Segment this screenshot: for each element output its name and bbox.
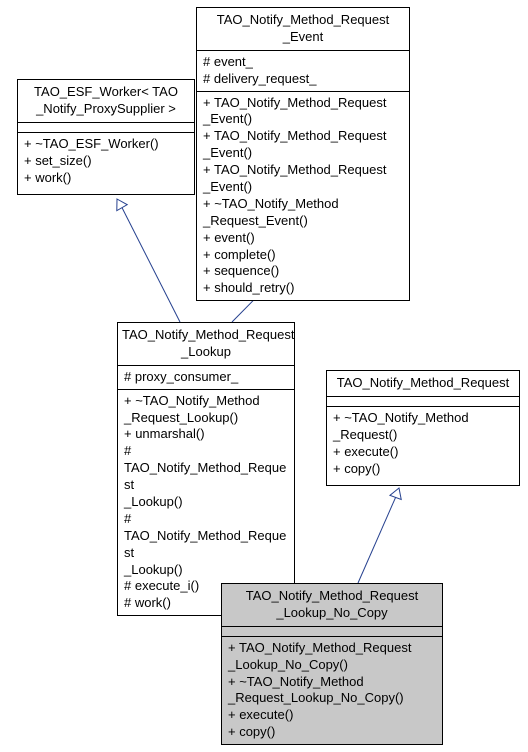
class-title: TAO_Notify_Method_Request — [327, 371, 519, 396]
inheritance-edge — [122, 208, 180, 322]
class-title: TAO_ESF_Worker< TAO_Notify_ProxySupplier… — [18, 80, 194, 122]
class-title-line: _Lookup_No_Copy — [226, 605, 438, 622]
class-attribute: # event_ — [203, 54, 403, 71]
class-title-line: _Lookup — [122, 344, 290, 361]
class-req_lookup: TAO_Notify_Method_Request_Lookup # proxy_… — [117, 322, 295, 616]
class-operation: # TAO_Notify_Method_Request _Lookup() — [124, 443, 288, 511]
class-title-line: TAO_Notify_Method_Request — [331, 375, 515, 392]
class-operation: + ~TAO_Notify_Method _Request_Lookup_No_… — [228, 674, 436, 708]
class-req_lookup_nocopy: TAO_Notify_Method_Request_Lookup_No_Copy… — [221, 583, 443, 745]
class-attribute: # delivery_request_ — [203, 71, 403, 88]
class-operation: + copy() — [333, 461, 513, 478]
inheritance-edge — [358, 497, 396, 583]
inheritance-arrowhead — [390, 488, 401, 499]
class-operation: + TAO_Notify_Method_Request _Event() — [203, 128, 403, 162]
class-operation: + ~TAO_Notify_Method _Request_Event() — [203, 196, 403, 230]
inheritance-arrowhead — [117, 199, 127, 211]
class-title-line: _Event — [201, 29, 405, 46]
class-operation: + execute() — [228, 707, 436, 724]
class-operation: + ~TAO_Notify_Method _Request() — [333, 410, 513, 444]
class-operation: + TAO_Notify_Method_Request _Lookup_No_C… — [228, 640, 436, 674]
class-title: TAO_Notify_Method_Request_Lookup_No_Copy — [222, 584, 442, 626]
uml-canvas: TAO_ESF_Worker< TAO_Notify_ProxySupplier… — [0, 0, 528, 752]
class-operation: + TAO_Notify_Method_Request _Event() — [203, 95, 403, 129]
class-title-line: TAO_ESF_Worker< TAO — [22, 84, 190, 101]
class-operation: + execute() — [333, 444, 513, 461]
class-operation: + event() — [203, 230, 403, 247]
class-operation: + ~TAO_Notify_Method _Request_Lookup() — [124, 393, 288, 427]
class-title-line: TAO_Notify_Method_Request — [226, 588, 438, 605]
class-operation: + ~TAO_ESF_Worker() — [24, 136, 188, 153]
class-operation: + should_retry() — [203, 280, 403, 297]
class-title-line: TAO_Notify_Method_Request — [122, 327, 290, 344]
class-title: TAO_Notify_Method_Request_Lookup — [118, 323, 294, 365]
class-operation: + TAO_Notify_Method_Request _Event() — [203, 162, 403, 196]
class-title-line: TAO_Notify_Method_Request — [201, 12, 405, 29]
class-attribute: # proxy_consumer_ — [124, 369, 288, 386]
class-req_base: TAO_Notify_Method_Request + ~TAO_Notify_M… — [326, 370, 520, 486]
class-operation: + sequence() — [203, 263, 403, 280]
class-operation: + work() — [24, 170, 188, 187]
class-esf_worker: TAO_ESF_Worker< TAO_Notify_ProxySupplier… — [17, 79, 195, 195]
class-operation: # TAO_Notify_Method_Request _Lookup() — [124, 511, 288, 579]
class-title: TAO_Notify_Method_Request_Event — [197, 8, 409, 50]
class-operation: + unmarshal() — [124, 426, 288, 443]
class-operation: + copy() — [228, 724, 436, 741]
class-req_event: TAO_Notify_Method_Request_Event # event_#… — [196, 7, 410, 301]
class-operation: + complete() — [203, 247, 403, 264]
class-operation: + set_size() — [24, 153, 188, 170]
class-title-line: _Notify_ProxySupplier > — [22, 101, 190, 118]
